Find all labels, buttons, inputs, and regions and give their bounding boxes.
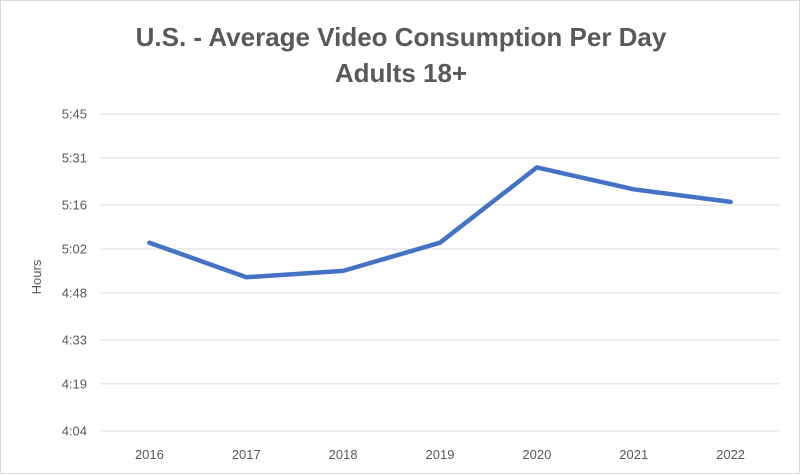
chart-subtitle: Adults 18+	[334, 58, 468, 88]
x-tick-label: 2016	[135, 447, 164, 462]
x-axis-ticks: 2016 2017 2018 2019 2020 2021 2022	[135, 447, 745, 462]
x-tick-label: 2020	[522, 447, 551, 462]
chart-title: U.S. - Average Video Consumption Per Day	[135, 22, 667, 52]
chart-title-block: U.S. - Average Video Consumption Per Day…	[1, 19, 800, 91]
y-tick-label: 4:19	[62, 376, 87, 391]
x-tick-label: 2017	[232, 447, 261, 462]
x-tick-label: 2022	[716, 447, 745, 462]
y-axis-ticks: 4:04 4:19 4:33 4:48 5:02 5:16 5:31 5:45	[62, 107, 87, 439]
y-tick-label: 5:02	[62, 241, 87, 256]
x-tick-label: 2021	[619, 447, 648, 462]
y-tick-label: 4:04	[62, 424, 87, 439]
y-tick-label: 5:31	[62, 150, 87, 165]
y-tick-label: 4:48	[62, 285, 87, 300]
y-tick-label: 4:33	[62, 332, 87, 347]
y-tick-label: 5:45	[62, 107, 87, 122]
x-tick-label: 2018	[329, 447, 358, 462]
gridlines	[101, 113, 779, 432]
y-tick-label: 5:16	[62, 198, 87, 213]
y-axis-label: Hours	[29, 259, 44, 294]
x-tick-label: 2019	[426, 447, 455, 462]
series-line	[147, 165, 733, 280]
